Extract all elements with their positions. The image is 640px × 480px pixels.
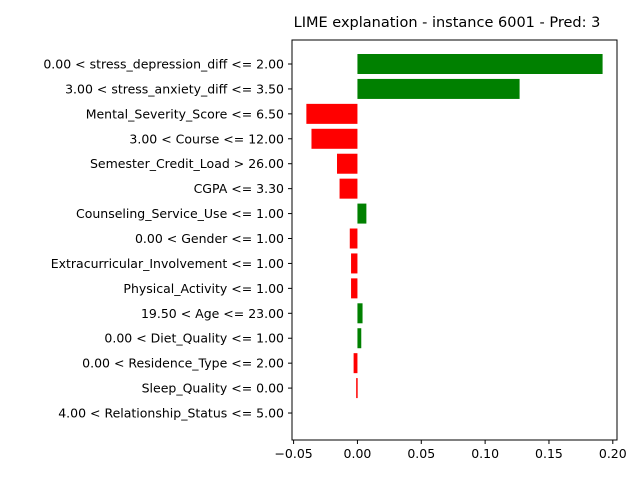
y-tick-label: 0.00 < stress_depression_diff <= 2.00 <box>43 57 284 72</box>
chart-title: LIME explanation - instance 6001 - Pred:… <box>294 15 601 31</box>
y-tick-labels: 0.00 < stress_depression_diff <= 2.00 3.0… <box>43 57 292 421</box>
plot-frame <box>291 39 618 441</box>
y-tick-label: Counseling_Service_Use <= 1.00 <box>76 206 284 221</box>
bar <box>357 54 603 74</box>
y-tick-label: 0.00 < Gender <= 1.00 <box>135 231 284 246</box>
y-tick-label: 4.00 < Relationship_Status <= 5.00 <box>58 406 284 421</box>
y-tick-label: Physical_Activity <= 1.00 <box>123 281 284 296</box>
bar <box>311 128 358 149</box>
bar <box>357 328 362 349</box>
bar <box>349 228 358 249</box>
y-tick-label: 3.00 < stress_anxiety_diff <= 3.50 <box>65 81 284 96</box>
bar <box>337 153 358 174</box>
y-tick-label: CGPA <= 3.30 <box>194 181 284 196</box>
x-axis: −0.05 0.00 0.05 0.10 0.15 0.20 <box>274 440 627 461</box>
bar <box>357 303 363 324</box>
y-tick-label: 0.00 < Diet_Quality <= 1.00 <box>104 331 284 346</box>
y-tick-label: Extracurricular_Involvement <= 1.00 <box>51 256 284 271</box>
y-tick-label: Mental_Severity_Score <= 6.50 <box>86 106 284 121</box>
bar <box>357 78 520 99</box>
y-tick-label: 19.50 < Age <= 23.00 <box>141 306 284 321</box>
y-tick-label: 3.00 < Course <= 12.00 <box>129 131 284 146</box>
x-tick-label: 0.00 <box>344 446 372 461</box>
bar <box>351 253 358 274</box>
x-tick-label: 0.15 <box>535 446 563 461</box>
y-tick-label: 0.00 < Residence_Type <= 2.00 <box>82 356 284 371</box>
bar <box>351 278 358 299</box>
bar <box>353 353 358 374</box>
x-tick-label: 0.05 <box>407 446 435 461</box>
bar <box>356 378 358 399</box>
bar <box>306 103 358 124</box>
x-tick-label: −0.05 <box>274 446 312 461</box>
bar <box>339 178 358 199</box>
bars <box>306 54 603 399</box>
bar <box>357 203 367 224</box>
y-tick-label: Semester_Credit_Load > 26.00 <box>90 156 284 171</box>
x-tick-label: 0.20 <box>599 446 627 461</box>
y-tick-label: Sleep_Quality <= 0.00 <box>142 381 284 396</box>
x-tick-label: 0.10 <box>471 446 499 461</box>
